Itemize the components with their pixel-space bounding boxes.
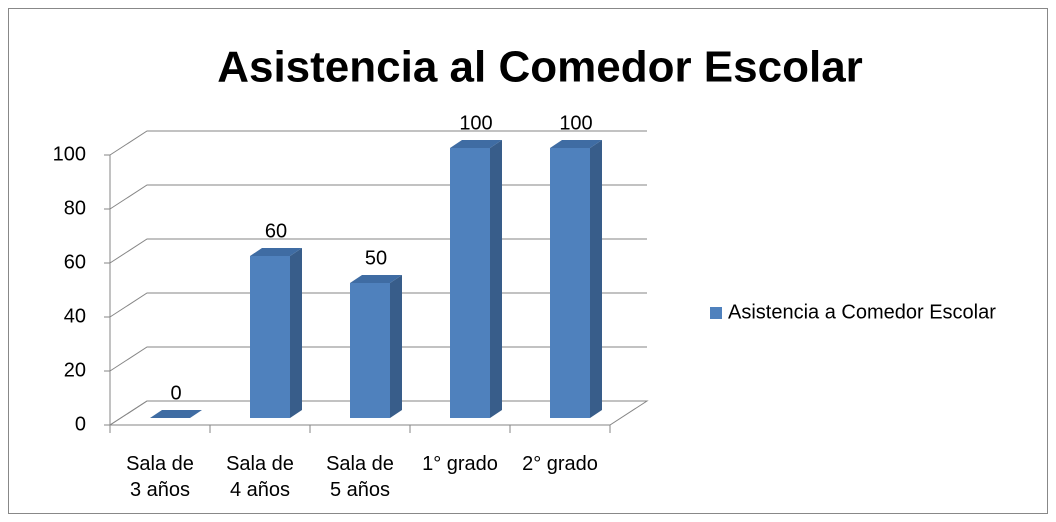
x-tick-label: Sala de 5 años <box>326 453 394 501</box>
y-tick-label: 40 <box>64 305 86 327</box>
bar-side <box>290 248 302 418</box>
data-label: 60 <box>265 220 287 242</box>
y-tick-label: 80 <box>64 197 86 219</box>
bar-side <box>390 275 402 418</box>
bar-top <box>150 410 202 418</box>
chart-title: Asistencia al Comedor Escolar <box>217 43 863 92</box>
legend-swatch <box>710 307 722 319</box>
bar-top <box>450 140 502 148</box>
x-tick-label: Sala de 4 años <box>226 453 294 501</box>
y-tick-label: 20 <box>64 359 86 381</box>
chart-border <box>8 8 1048 514</box>
y-tick-label: 60 <box>64 251 86 273</box>
data-label: 0 <box>170 382 181 404</box>
bar-side <box>590 140 602 418</box>
bar-top <box>350 275 402 283</box>
legend-label: Asistencia a Comedor Escolar <box>728 301 996 323</box>
y-tick-label: 100 <box>53 143 86 165</box>
data-label: 100 <box>459 112 492 134</box>
x-tick-label: 1° grado <box>422 453 498 475</box>
bar <box>450 148 490 418</box>
bar-top <box>550 140 602 148</box>
bar-top <box>250 248 302 256</box>
grid-line <box>109 130 647 156</box>
bar <box>350 283 390 418</box>
bar <box>550 148 590 418</box>
bar-side <box>490 140 502 418</box>
data-label: 100 <box>559 112 592 134</box>
data-label: 50 <box>365 247 387 269</box>
x-tick-label: Sala de 3 años <box>126 453 194 501</box>
bar <box>250 256 290 418</box>
y-tick-label: 0 <box>75 413 86 435</box>
x-tick-label: 2° grado <box>522 453 598 475</box>
